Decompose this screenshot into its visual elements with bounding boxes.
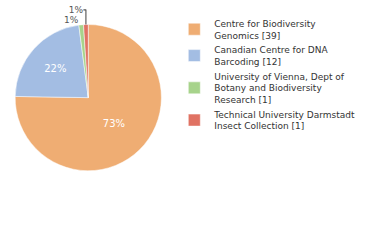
svg-text:Canadian Centre for DNABarcodi: Canadian Centre for DNABarcoding [12] — [214, 45, 328, 67]
svg-text:Centre for BiodiversityGenomic: Centre for BiodiversityGenomics [39] — [214, 19, 316, 41]
svg-text:Technical University Darmstadt: Technical University DarmstadtInsect Col… — [213, 110, 355, 132]
svg-text:University of Vienna, Dept ofB: University of Vienna, Dept ofBotany and … — [214, 72, 345, 105]
svg-text:22%: 22% — [44, 63, 66, 74]
svg-text:1%: 1% — [64, 15, 79, 25]
svg-text:73%: 73% — [103, 118, 125, 129]
svg-text:1%: 1% — [69, 5, 84, 15]
